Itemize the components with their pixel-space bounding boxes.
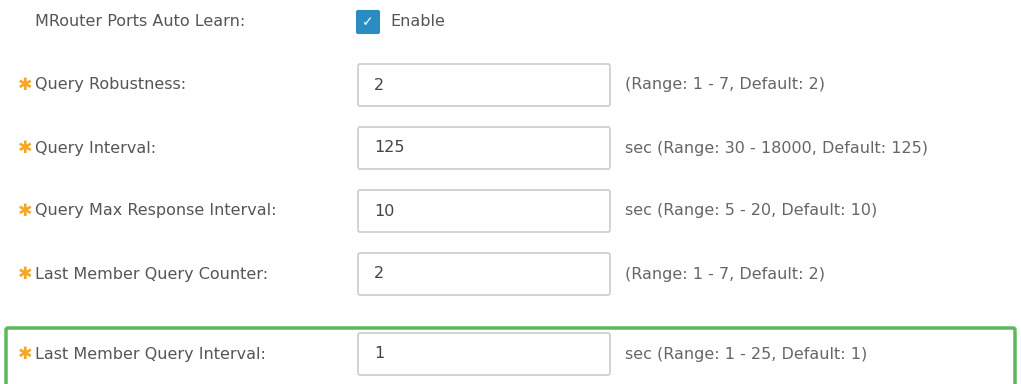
Text: 10: 10 <box>374 204 394 218</box>
FancyBboxPatch shape <box>6 328 1015 384</box>
Text: ✓: ✓ <box>362 15 374 29</box>
Text: Query Max Response Interval:: Query Max Response Interval: <box>35 204 277 218</box>
Text: sec (Range: 30 - 18000, Default: 125): sec (Range: 30 - 18000, Default: 125) <box>625 141 928 156</box>
FancyBboxPatch shape <box>357 11 379 33</box>
Text: Last Member Query Interval:: Last Member Query Interval: <box>35 346 265 361</box>
Text: ✱: ✱ <box>18 139 33 157</box>
Text: Last Member Query Counter:: Last Member Query Counter: <box>35 266 269 281</box>
FancyBboxPatch shape <box>358 190 610 232</box>
Text: 2: 2 <box>374 78 384 93</box>
Text: ✱: ✱ <box>18 202 33 220</box>
Text: ✱: ✱ <box>18 265 33 283</box>
Text: sec (Range: 1 - 25, Default: 1): sec (Range: 1 - 25, Default: 1) <box>625 346 867 361</box>
Text: 1: 1 <box>374 346 384 361</box>
Text: Enable: Enable <box>390 15 445 30</box>
Text: Query Interval:: Query Interval: <box>35 141 156 156</box>
Text: sec (Range: 5 - 20, Default: 10): sec (Range: 5 - 20, Default: 10) <box>625 204 877 218</box>
Text: (Range: 1 - 7, Default: 2): (Range: 1 - 7, Default: 2) <box>625 266 825 281</box>
Text: MRouter Ports Auto Learn:: MRouter Ports Auto Learn: <box>35 15 245 30</box>
Text: ✱: ✱ <box>18 76 33 94</box>
Text: ✱: ✱ <box>18 345 33 363</box>
Text: Query Robustness:: Query Robustness: <box>35 78 186 93</box>
Text: (Range: 1 - 7, Default: 2): (Range: 1 - 7, Default: 2) <box>625 78 825 93</box>
FancyBboxPatch shape <box>358 127 610 169</box>
Text: 125: 125 <box>374 141 404 156</box>
FancyBboxPatch shape <box>358 253 610 295</box>
FancyBboxPatch shape <box>358 64 610 106</box>
FancyBboxPatch shape <box>358 333 610 375</box>
Text: 2: 2 <box>374 266 384 281</box>
